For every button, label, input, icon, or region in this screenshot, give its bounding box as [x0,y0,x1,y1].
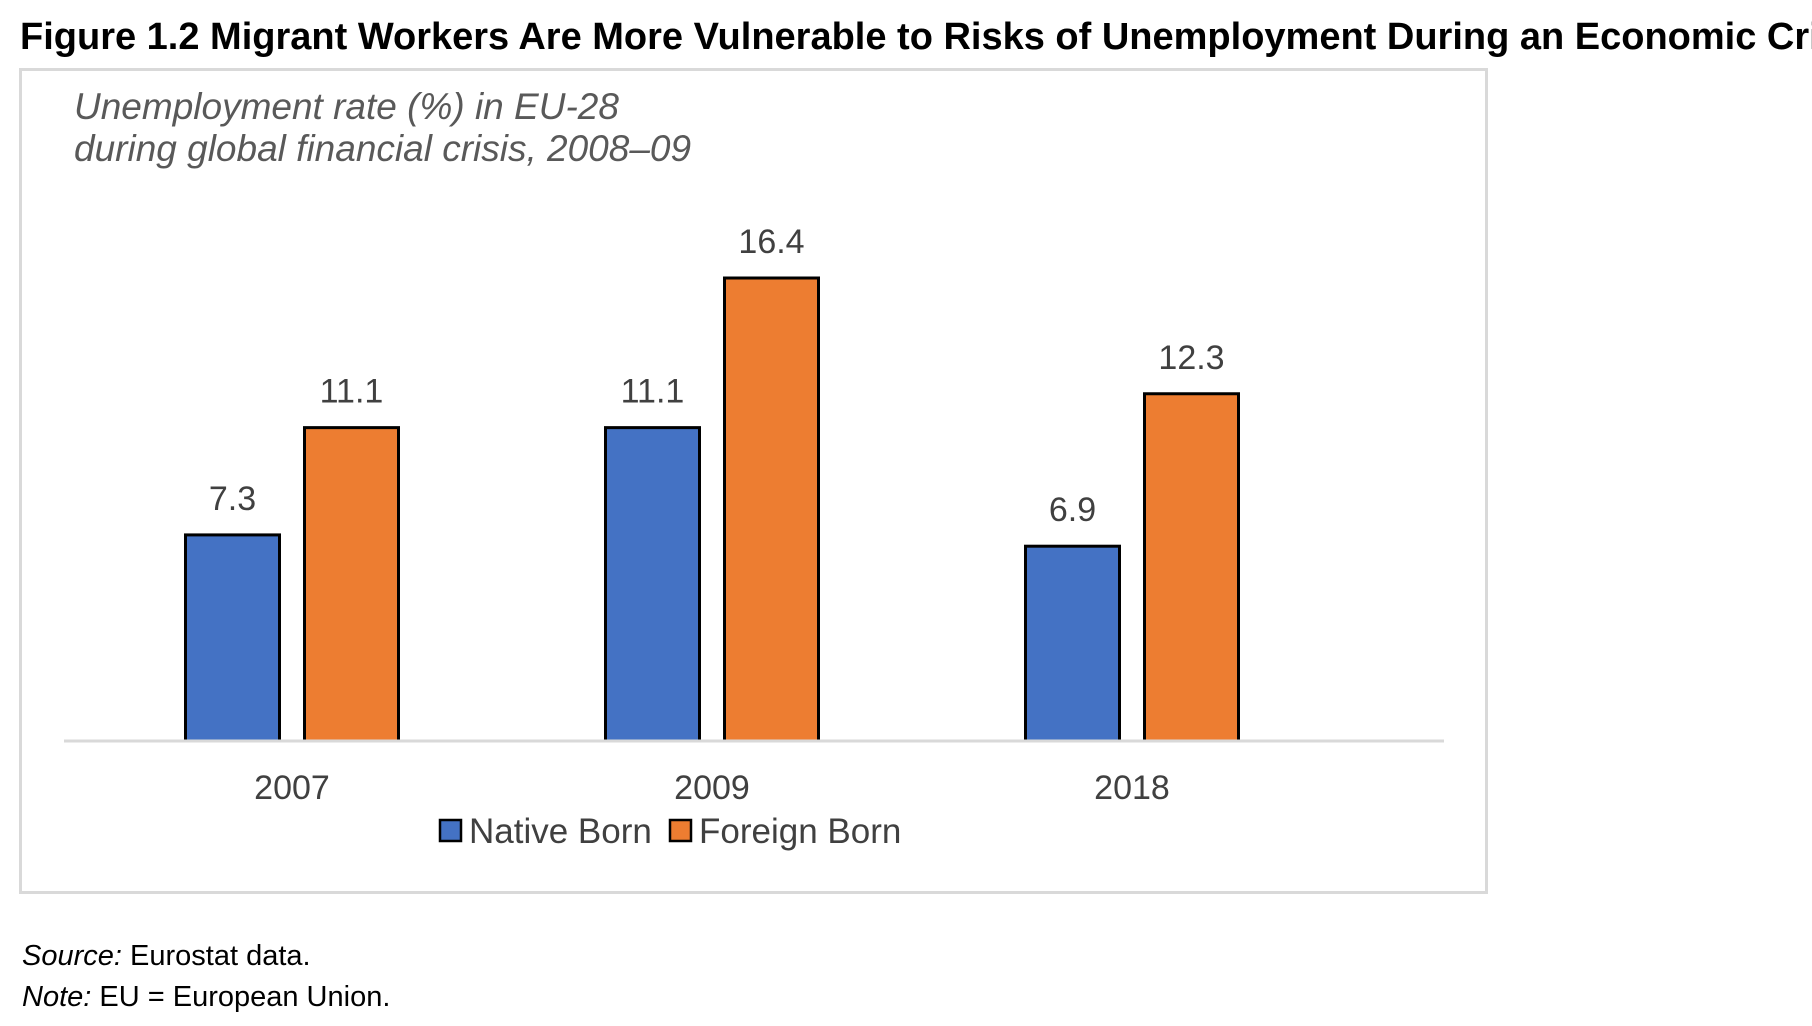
source-note: Source: Eurostat data. [22,940,311,973]
bar-native-born-2007 [184,533,281,743]
bar-native-born-2018 [1024,544,1121,743]
figure-title: Figure 1.2 Migrant Workers Are More Vuln… [20,16,1812,58]
chart-subtitle-line-1: Unemployment rate (%) in EU-28 [74,86,619,127]
x-tick-label-2007: 2007 [254,769,330,807]
x-tick-label-2009: 2009 [674,769,750,807]
bar-foreign-born-2018 [1143,392,1240,743]
data-label-native-born-2009: 11.1 [621,373,685,411]
bar-foreign-born-2007 [303,426,400,743]
note-text: EU = European Union. [91,981,391,1013]
x-tick-label-2018: 2018 [1094,769,1170,807]
data-label-foreign-born-2018: 12.3 [1158,339,1224,377]
footnote: Note: EU = European Union. [22,981,390,1014]
legend-label-foreign-born: Foreign Born [699,812,901,851]
chart-subtitle-line-2: during global financial crisis, 2008–09 [74,128,691,169]
legend-swatch-native-born [438,818,463,843]
data-label-foreign-born-2009: 16.4 [738,223,804,261]
data-label-foreign-born-2007: 11.1 [320,373,384,411]
legend: Native Born Foreign Born [438,812,901,851]
data-label-native-born-2007: 7.3 [209,480,256,518]
bar-chart: Unemployment rate (%) in EU-28 during gl… [64,86,1444,851]
source-text: Eurostat data. [121,940,311,972]
bar-foreign-born-2009 [723,276,820,743]
source-label: Source: [22,940,122,972]
bar-native-born-2009 [604,426,701,743]
legend-label-native-born: Native Born [469,812,652,851]
data-label-native-born-2018: 6.9 [1049,491,1096,529]
legend-swatch-foreign-born [668,818,693,843]
chart-frame: Unemployment rate (%) in EU-28 during gl… [19,68,1488,894]
note-label: Note: [22,981,92,1013]
